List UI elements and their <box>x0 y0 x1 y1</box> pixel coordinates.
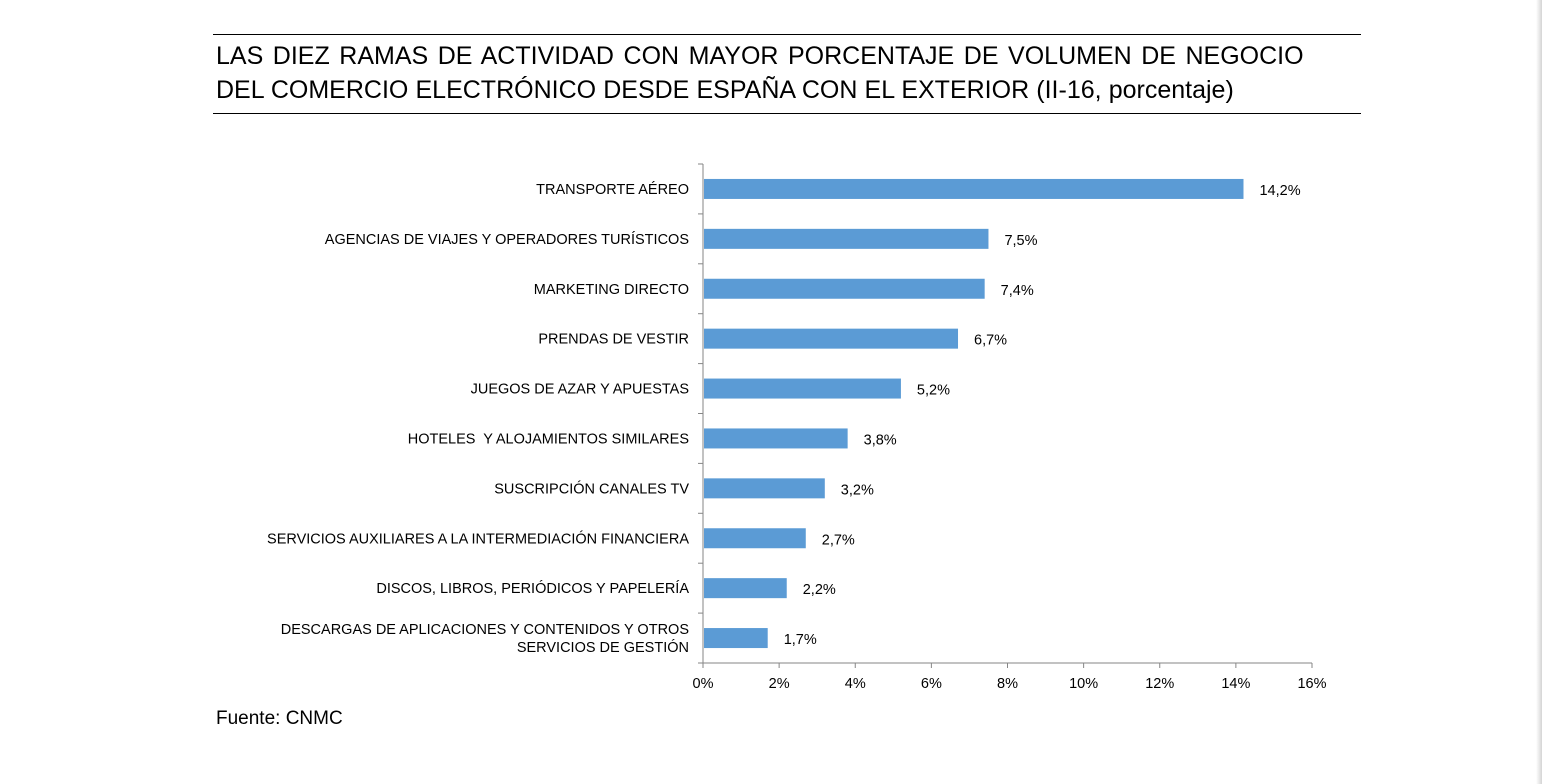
category-label: SERVICIOS AUXILIARES A LA INTERMEDIACIÓN… <box>267 530 689 547</box>
data-label: 2,2% <box>803 582 836 598</box>
bar <box>704 628 768 649</box>
bar <box>704 428 848 449</box>
x-tick-label: 4% <box>845 676 866 692</box>
x-tick-label: 14% <box>1221 676 1250 692</box>
category-label: DISCOS, LIBROS, PERIÓDICOS Y PAPELERÍA <box>376 580 689 597</box>
data-label: 14,2% <box>1259 183 1300 199</box>
bar <box>704 378 901 399</box>
x-tick-label: 10% <box>1069 676 1098 692</box>
x-tick-label: 8% <box>997 676 1018 692</box>
category-label: TRANSPORTE AÉREO <box>536 181 689 198</box>
data-label: 1,7% <box>784 632 817 648</box>
bar <box>704 228 989 249</box>
bar <box>704 328 959 349</box>
chart-title-line-2: DEL COMERCIO ELECTRÓNICO DESDE ESPAÑA CO… <box>216 76 1234 104</box>
page-edge-shadow <box>1536 0 1542 784</box>
chart-title-line-1: LAS DIEZ RAMAS DE ACTIVIDAD CON MAYOR PO… <box>216 42 1304 70</box>
category-label: HOTELES Y ALOJAMIENTOS SIMILARES <box>408 431 689 447</box>
bar <box>704 578 787 599</box>
category-label: SUSCRIPCIÓN CANALES TV <box>494 480 689 497</box>
data-label: 3,2% <box>841 482 874 498</box>
data-label: 7,4% <box>1001 283 1034 299</box>
bar <box>704 528 806 549</box>
x-tick-label: 6% <box>921 676 942 692</box>
x-tick-label: 0% <box>693 676 714 692</box>
data-label: 2,7% <box>822 532 855 548</box>
bar <box>704 278 985 299</box>
category-label: MARKETING DIRECTO <box>534 282 689 298</box>
bar <box>704 478 825 499</box>
x-tick-label: 16% <box>1297 676 1326 692</box>
category-label: JUEGOS DE AZAR Y APUESTAS <box>471 382 689 398</box>
category-label: PRENDAS DE VESTIR <box>538 332 689 348</box>
bar <box>704 178 1244 199</box>
x-tick-label: 2% <box>769 676 790 692</box>
category-label: SERVICIOS DE GESTIÓN <box>517 639 689 656</box>
category-label: DESCARGAS DE APLICACIONES Y CONTENIDOS Y… <box>281 622 689 638</box>
source-note: Fuente: CNMC <box>216 708 343 729</box>
data-label: 3,8% <box>864 432 897 448</box>
category-label: AGENCIAS DE VIAJES Y OPERADORES TURÍSTIC… <box>325 231 689 248</box>
data-label: 6,7% <box>974 333 1007 349</box>
chart-title: LAS DIEZ RAMAS DE ACTIVIDAD CON MAYOR PO… <box>213 34 1361 114</box>
x-tick-label: 12% <box>1145 676 1174 692</box>
data-label: 5,2% <box>917 383 950 399</box>
data-label: 7,5% <box>1004 233 1037 249</box>
